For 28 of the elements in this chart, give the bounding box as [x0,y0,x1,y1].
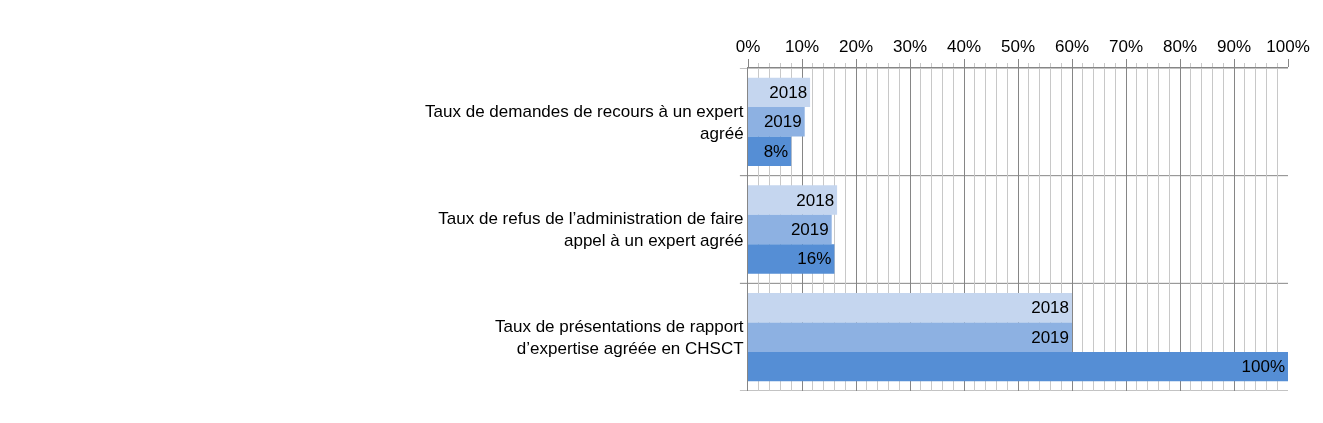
text: 2018 [1031,298,1069,318]
data-label: 16% [797,249,832,269]
text: 2019 [1031,327,1069,347]
text: 2019 [790,220,829,239]
x-tick-label: 50% [1000,37,1036,57]
x-tick-label: 70% [1108,37,1144,57]
x-tick-label: 20% [838,37,874,57]
bar [748,351,1288,382]
y-tick-label: Taux de demandes de recours à un expert agréé [425,101,744,143]
x-tick-label: 40% [946,37,982,57]
y-tick-label: Taux de refus de l’administration de faire appel à un expert agréé [438,209,744,251]
y-tick-label: Taux de présentations de rapport d’expertise agréée en CHSCT [495,317,744,359]
bar [748,322,1072,352]
x-tick-label: 100% [1266,37,1310,57]
data-label: 8% [763,141,789,161]
bar [748,244,835,274]
x-tick-label: 10% [784,37,820,57]
x-tick-label: 0% [735,37,761,57]
bar [748,185,838,215]
x-tick-label: 30% [892,37,928,57]
data-label: 100% [1241,357,1285,377]
bar [748,293,1072,323]
x-tick-label: 90% [1216,37,1252,57]
x-tick-label: 60% [1054,37,1090,57]
series-label: 2018 [769,82,808,102]
text: 2018 [796,190,835,210]
x-tick-label: 80% [1162,37,1198,57]
series-label: 2019 [763,112,802,132]
